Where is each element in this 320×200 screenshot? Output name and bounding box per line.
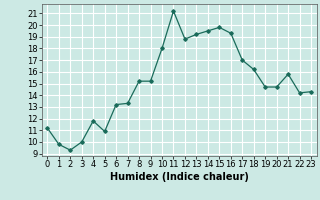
X-axis label: Humidex (Indice chaleur): Humidex (Indice chaleur): [110, 172, 249, 182]
